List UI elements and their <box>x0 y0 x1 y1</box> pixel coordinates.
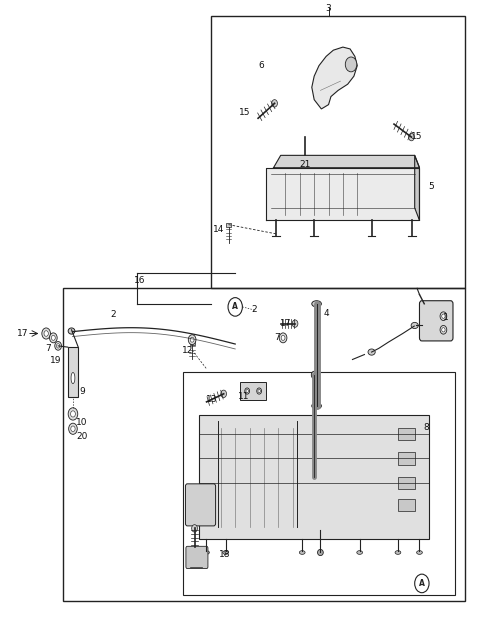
Text: 4: 4 <box>324 309 329 317</box>
Bar <box>398 452 415 464</box>
Bar <box>211 16 465 288</box>
Polygon shape <box>274 156 420 168</box>
Bar <box>68 347 78 397</box>
Text: A: A <box>232 303 238 311</box>
Circle shape <box>442 314 445 318</box>
Bar <box>398 498 415 511</box>
Circle shape <box>440 312 447 321</box>
Circle shape <box>442 327 445 332</box>
Text: 8: 8 <box>424 423 430 432</box>
Text: 2: 2 <box>110 311 116 319</box>
Ellipse shape <box>411 322 418 329</box>
Circle shape <box>440 326 447 334</box>
Bar <box>398 428 415 440</box>
FancyBboxPatch shape <box>186 546 208 569</box>
Circle shape <box>257 388 262 394</box>
Text: 7: 7 <box>46 344 51 353</box>
Text: 18: 18 <box>219 550 230 559</box>
Circle shape <box>221 390 227 397</box>
Circle shape <box>51 335 55 340</box>
Text: 13: 13 <box>205 395 217 404</box>
Text: 1: 1 <box>443 313 449 322</box>
Ellipse shape <box>300 551 305 554</box>
Ellipse shape <box>312 403 322 409</box>
Text: 15: 15 <box>411 132 423 141</box>
Circle shape <box>408 133 414 141</box>
Bar <box>190 341 194 345</box>
Ellipse shape <box>204 551 209 554</box>
Circle shape <box>71 411 75 417</box>
Text: 9: 9 <box>79 387 85 396</box>
Bar <box>398 477 415 489</box>
Bar <box>199 415 429 539</box>
Circle shape <box>345 57 357 72</box>
Circle shape <box>228 298 242 316</box>
Circle shape <box>69 423 77 435</box>
Circle shape <box>190 337 194 342</box>
Text: 17: 17 <box>16 329 28 338</box>
Ellipse shape <box>233 307 240 313</box>
Ellipse shape <box>417 551 422 554</box>
Text: 20: 20 <box>76 432 88 441</box>
Bar <box>182 372 456 595</box>
Ellipse shape <box>318 549 323 556</box>
Circle shape <box>258 389 260 392</box>
Text: 15: 15 <box>239 107 251 117</box>
Ellipse shape <box>312 301 322 307</box>
Text: 5: 5 <box>429 182 434 191</box>
Text: 19: 19 <box>50 356 61 365</box>
Polygon shape <box>266 168 420 220</box>
Circle shape <box>188 335 196 345</box>
Ellipse shape <box>223 551 228 554</box>
Circle shape <box>415 574 429 593</box>
Text: 14: 14 <box>213 225 224 234</box>
Circle shape <box>192 525 197 532</box>
Circle shape <box>57 343 60 348</box>
Text: 2: 2 <box>252 306 257 314</box>
Text: 21: 21 <box>299 160 310 169</box>
Text: 7: 7 <box>275 334 280 342</box>
Circle shape <box>281 335 285 340</box>
Bar <box>226 223 231 228</box>
FancyBboxPatch shape <box>420 301 453 341</box>
Circle shape <box>71 426 75 432</box>
Circle shape <box>245 388 250 394</box>
Bar <box>240 383 266 400</box>
Ellipse shape <box>71 373 75 384</box>
Ellipse shape <box>368 349 375 355</box>
Ellipse shape <box>68 328 75 334</box>
Circle shape <box>68 408 78 420</box>
Circle shape <box>49 333 57 343</box>
FancyBboxPatch shape <box>185 484 216 526</box>
Circle shape <box>279 333 287 343</box>
Bar <box>63 288 465 601</box>
Circle shape <box>292 320 298 327</box>
Text: 17: 17 <box>280 319 291 328</box>
Text: 16: 16 <box>134 276 145 285</box>
Text: A: A <box>419 579 425 588</box>
Text: 12: 12 <box>181 346 193 355</box>
Text: 10: 10 <box>76 418 88 427</box>
Polygon shape <box>312 47 357 109</box>
Ellipse shape <box>357 551 362 554</box>
Text: 6: 6 <box>259 61 264 70</box>
Circle shape <box>272 100 277 107</box>
Circle shape <box>246 389 248 392</box>
Ellipse shape <box>395 551 401 554</box>
Text: 3: 3 <box>325 4 331 12</box>
Text: 11: 11 <box>238 392 250 401</box>
Ellipse shape <box>312 371 317 379</box>
Polygon shape <box>415 156 420 220</box>
Circle shape <box>44 330 48 336</box>
Circle shape <box>42 328 50 339</box>
Circle shape <box>55 342 61 350</box>
